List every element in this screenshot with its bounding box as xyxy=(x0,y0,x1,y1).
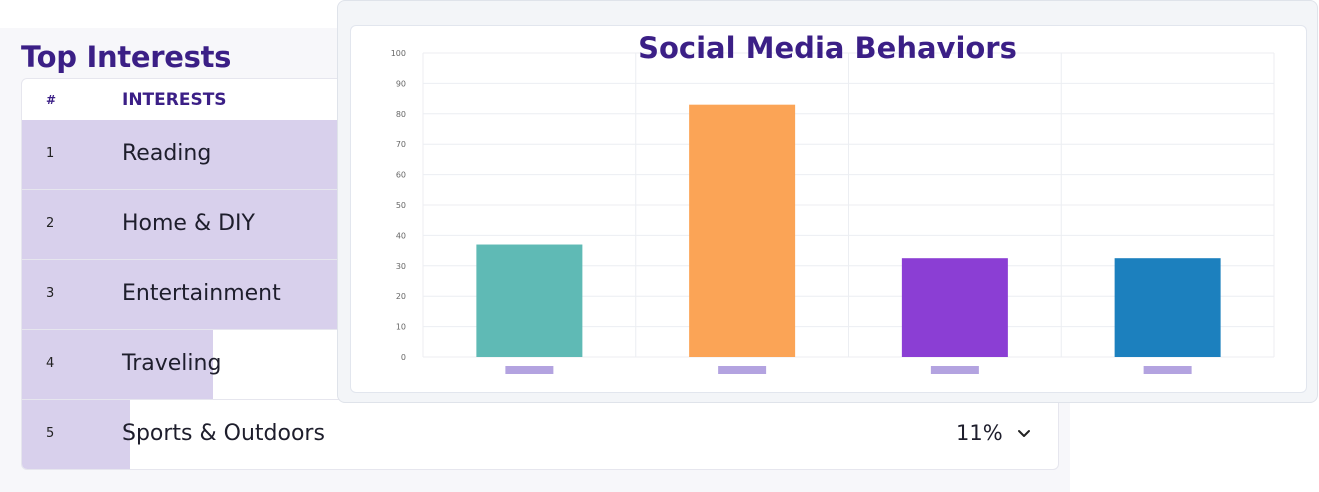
category-label-placeholder xyxy=(718,366,767,374)
row-rank: 3 xyxy=(46,286,55,301)
y-tick-label: 40 xyxy=(396,231,406,240)
category-label-placeholder xyxy=(505,366,554,374)
bar-chart: 0 10 20 30 40 50 60 70 80 90 100 xyxy=(391,49,1275,374)
y-tick-label: 70 xyxy=(396,140,406,149)
y-tick-label: 50 xyxy=(396,201,406,210)
header-rank: # xyxy=(46,93,57,107)
row-label: Entertainment xyxy=(122,281,281,306)
y-tick-label: 90 xyxy=(396,79,406,88)
category-label-placeholder xyxy=(930,366,979,374)
bar-1[interactable] xyxy=(476,244,583,357)
header-interests: INTERESTS xyxy=(122,90,227,110)
row-label: Sports & Outdoors xyxy=(122,421,325,446)
bar-3[interactable] xyxy=(901,258,1008,357)
interest-row-5[interactable]: 5 Sports & Outdoors 11% xyxy=(22,400,1058,469)
row-rank: 2 xyxy=(46,216,55,231)
y-tick-label: 0 xyxy=(401,353,406,362)
chart-title: Social Media Behaviors xyxy=(638,31,1017,65)
bar-2[interactable] xyxy=(689,104,796,358)
interest-share-bar xyxy=(22,400,130,469)
row-percent: 11% xyxy=(956,421,1003,445)
social-media-chart-card: 0 10 20 30 40 50 60 70 80 90 100 Social Media Beha… xyxy=(337,0,1318,403)
top-interests-title: Top Interests xyxy=(21,40,232,74)
row-label: Home & DIY xyxy=(122,211,255,236)
interest-row-4[interactable]: 4 Traveling xyxy=(22,330,1058,400)
row-label: Traveling xyxy=(122,351,222,376)
interest-share-bar xyxy=(22,330,213,399)
bar-4[interactable] xyxy=(1114,258,1221,357)
y-tick-label: 30 xyxy=(396,262,406,271)
y-tick-label: 80 xyxy=(396,110,406,119)
row-label: Reading xyxy=(122,141,212,166)
y-tick-label: 100 xyxy=(391,49,406,58)
chevron-down-icon[interactable] xyxy=(1012,420,1036,446)
row-rank: 1 xyxy=(46,146,55,161)
y-tick-label: 20 xyxy=(396,292,406,301)
category-label-placeholder xyxy=(1143,366,1192,374)
y-tick-label: 10 xyxy=(396,323,406,332)
y-tick-label: 60 xyxy=(396,171,406,180)
row-rank: 4 xyxy=(46,356,55,371)
row-rank: 5 xyxy=(46,426,55,441)
